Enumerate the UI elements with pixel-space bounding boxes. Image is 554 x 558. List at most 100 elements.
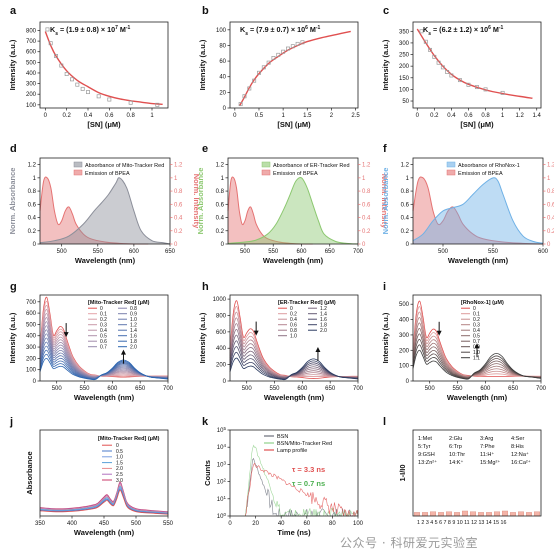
selectivity-bar [422, 512, 429, 517]
right-ytick-label: 0.8 [174, 189, 183, 195]
right-ytick-label: 0.8 [547, 189, 554, 195]
absorbance-spectrum [39, 488, 169, 515]
panel-j-xtick-label: 400 [67, 521, 78, 527]
selectivity-bar [486, 512, 493, 517]
panel-b-ytick-label: 100 [216, 28, 227, 34]
legend-label: 0.5 [100, 334, 107, 340]
panel-l-ylabel: 1-I/I0 [398, 464, 407, 481]
panel-g-ylabel: Intensity (a.u.) [8, 312, 17, 363]
panel-b-ylabel: Intensity (a.u.) [198, 39, 207, 90]
absorbance-spectrum [39, 481, 169, 513]
panel-b-frame [229, 21, 359, 109]
panel-letter-a: a [10, 5, 17, 17]
analyte-legend-label: 10:Thr [449, 452, 465, 458]
panel-d-ytick-label: 1 [33, 176, 37, 182]
legend-label: 0.7 [473, 339, 480, 345]
data-point [432, 54, 437, 59]
panel-e-ytick-label: 0.2 [216, 229, 225, 235]
titration-spectrum [412, 333, 542, 379]
panel-i-ytick-label: 300 [399, 333, 410, 339]
legend-label: 2.5 [116, 472, 123, 478]
spectrum-line [227, 177, 359, 245]
fit-curve [416, 28, 533, 99]
legend-label: Absorbance of ER-Tracker Red [273, 163, 350, 169]
selectivity-bar [454, 512, 461, 517]
panel-a-ylabel: Intensity (a.u.) [8, 39, 17, 90]
panel-f-ytick-label: 0.4 [401, 216, 410, 222]
right-ytick-label: 0.4 [362, 216, 371, 222]
data-point [107, 97, 112, 102]
panel-k-xlabel: Time (ns) [277, 528, 311, 537]
analyte-legend-label: 11:H⁺ [480, 451, 494, 458]
panel-c-xtick-label: 0.6 [464, 113, 473, 119]
panel-l-frame [412, 429, 542, 517]
legend-label: 2.0 [320, 328, 327, 334]
panel-g-frame [39, 294, 169, 382]
panel-j-xtick-label: 500 [131, 521, 142, 527]
panel-i-xtick-label: 500 [425, 386, 436, 392]
panel-d: 500 550 600 65000.20.40.60.811.2Wavelength … [8, 157, 201, 265]
panel-b-xtick-label: 0.5 [255, 113, 264, 119]
panel-g-xtick-label: 700 [163, 386, 174, 392]
titration-spectrum [229, 357, 359, 381]
panel-a-ytick-label: 600 [26, 50, 37, 56]
legend-label: 0.8 [130, 306, 137, 312]
data-point [449, 73, 454, 78]
panel-k-ytick-label: 104 [217, 443, 227, 452]
spectrum-line [39, 177, 171, 245]
data-point [96, 94, 101, 99]
panel-d-ytick-label: 0.4 [28, 216, 37, 222]
legend-label: 1.0 [130, 317, 137, 323]
panel-i-xlabel: Wavelength (nm) [447, 393, 508, 402]
analyte-legend-label: 7:Phe [480, 444, 495, 450]
absorbance-spectrum [39, 489, 169, 515]
panel-l: 1 2 3 4 5 6 7 8 9 10 11 12 13 14 15 16 1-… [398, 429, 542, 526]
panel-g-xtick-label: 650 [135, 386, 146, 392]
panel-i-ytick-label: 400 [399, 318, 410, 324]
panel-c-ytick-label: 300 [399, 41, 410, 47]
panel-c-frame [412, 21, 542, 109]
data-point [86, 90, 90, 95]
data-point [466, 82, 471, 87]
right-ytick-label: 1.2 [362, 163, 371, 169]
data-point [445, 70, 450, 74]
data-point [271, 56, 276, 60]
legend-label: Emission of BPEA [85, 171, 130, 177]
panel-f-ylabel: Norm. Absorbance [381, 168, 390, 235]
legend-label: 0.6 [100, 339, 107, 345]
panel-k: 0 20 40 60 80 100 100 101 102 103 104 105 Time (ns) C… [203, 426, 364, 538]
right-ytick-label: 1 [174, 176, 178, 182]
panel-c-ytick-label: 200 [399, 64, 410, 70]
right-ytick-label: 0.2 [362, 229, 371, 235]
panel-g-ytick-label: 200 [26, 356, 37, 362]
titration-spectrum [412, 300, 542, 377]
selectivity-bar [478, 512, 485, 517]
right-ylabel: Norm. Intensity [192, 174, 201, 229]
panel-b-xtick-label: 1 [281, 113, 285, 119]
legend-label: 1.0 [290, 334, 297, 340]
panel-f-xtick-label: 600 [538, 249, 549, 255]
data-point [281, 49, 286, 54]
panel-k-ytick-label: 100 [217, 512, 227, 521]
watermark-text: 公众号 · 科研爱元实验室 [340, 536, 478, 550]
panel-a-xtick-label: 0.8 [126, 113, 135, 119]
panel-g-ytick-label: 400 [26, 334, 37, 340]
data-point [238, 102, 243, 107]
analyte-legend-label: 3:Arg [480, 436, 493, 442]
panel-e-xtick-label: 700 [353, 249, 364, 255]
panel-i-ytick-label: 500 [399, 302, 410, 308]
trend-arrow-head [474, 343, 480, 349]
panel-h-ytick-label: 200 [216, 363, 227, 369]
panel-a-xlabel: [SN] (μM) [87, 120, 121, 129]
right-ytick-label: 0.6 [174, 202, 183, 208]
selectivity-bar [438, 512, 445, 517]
lifetime-annotation: τ = 0.7 ns [292, 479, 325, 488]
panel-a-ytick-label: 500 [26, 60, 37, 66]
legend-label: 1.8 [320, 323, 327, 329]
panel-h-xtick-label: 600 [297, 386, 308, 392]
legend-label: 0.5 [116, 449, 123, 455]
right-ylabel: Norm. Intensity [380, 174, 389, 229]
panel-d-xlabel: Wavelength (nm) [75, 256, 136, 265]
